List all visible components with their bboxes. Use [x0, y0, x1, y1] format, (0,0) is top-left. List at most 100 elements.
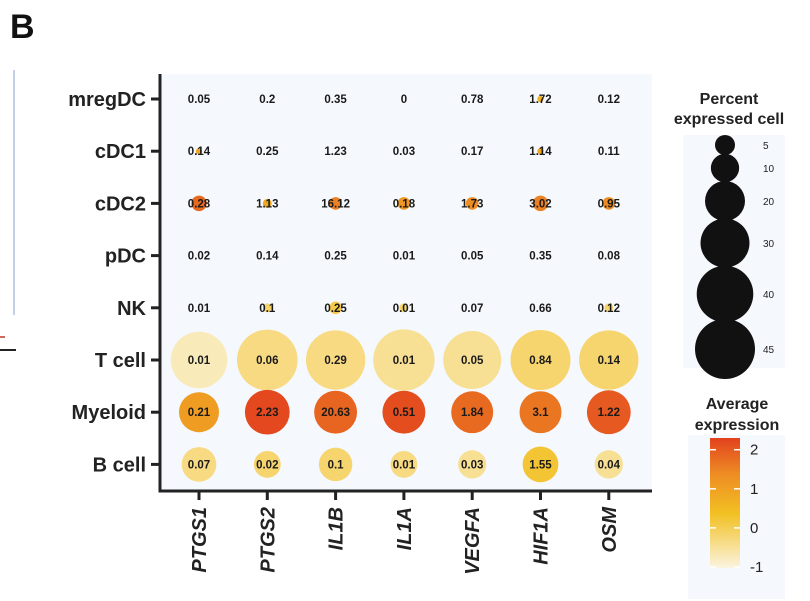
value-label: 0.02 [188, 251, 210, 263]
color-legend-label: -1 [750, 559, 763, 576]
size-legend-title: Percent [700, 91, 759, 108]
value-label: 0.07 [188, 459, 210, 471]
value-label: 0.14 [598, 355, 621, 367]
value-label-layer: 0.05 0.2 0.35 0 0.78 1.72 0.12 0.14 0.25 1.23 0.03… [188, 94, 621, 471]
value-label: 1.84 [461, 407, 484, 419]
value-label: 3.1 [533, 407, 550, 419]
value-label: 0.11 [598, 146, 620, 158]
value-label: 0.84 [529, 355, 552, 367]
value-label: 0.14 [188, 146, 211, 158]
color-legend-label: 0 [750, 520, 758, 537]
value-label: 0.28 [188, 198, 211, 210]
value-label: 0.05 [461, 251, 484, 263]
value-label: 0.01 [393, 459, 416, 471]
value-label: 0.25 [324, 251, 347, 263]
size-legend-dot [695, 319, 755, 379]
size-legend-label: 30 [763, 239, 775, 250]
dot-cdc2-il1b [329, 197, 342, 210]
value-label: 3.02 [529, 198, 551, 210]
value-label: 0.12 [598, 303, 620, 315]
dot-myeloid-ptgs2 [244, 389, 290, 435]
dot-t-cell-il1a [373, 329, 435, 391]
dot-myeloid-osm [586, 390, 631, 435]
dot-cdc2-ptgs1 [191, 195, 207, 212]
dot-t-cell-ptgs1 [170, 331, 228, 389]
size-legend-dot [696, 265, 754, 323]
value-label: 0.01 [393, 251, 416, 263]
color-legend-bar [710, 438, 740, 568]
value-label: 0.03 [461, 459, 483, 471]
dot-t-cell-vegfa [443, 331, 502, 389]
dot-t-cell-hif1a [510, 330, 571, 390]
value-label: 0.18 [393, 198, 416, 210]
value-label: 20.63 [321, 407, 350, 419]
value-label: 0.01 [188, 355, 211, 367]
value-label: 0.21 [188, 407, 211, 419]
value-label: 16.12 [321, 198, 350, 210]
value-label: 0.78 [461, 94, 484, 106]
size-legend-label: 40 [763, 290, 775, 301]
dot-b-cell-il1b [318, 447, 353, 482]
value-label: 0.08 [598, 251, 621, 263]
dot-b-cell-hif1a [522, 446, 559, 483]
dot-t-cell-osm [579, 330, 639, 390]
y-tick-label: mregDC [68, 89, 146, 111]
y-tick-label: B cell [93, 454, 146, 476]
size-legend-dot [715, 135, 735, 155]
dot-b-cell-vegfa [458, 450, 487, 479]
dot-b-cell-ptgs2 [253, 450, 281, 478]
color-legend-title: expression [695, 417, 779, 434]
value-label: 1.72 [529, 94, 551, 106]
dot-b-cell-il1a [390, 450, 418, 478]
value-label: 0.35 [324, 94, 347, 106]
size-legend-dot [710, 153, 740, 183]
value-label: 1.73 [461, 198, 483, 210]
size-legend-label: 5 [763, 141, 769, 152]
dot-myeloid-hif1a [519, 391, 562, 434]
value-label: 0 [401, 94, 407, 106]
size-legend-label: 20 [763, 197, 775, 208]
value-label: 0.51 [393, 407, 416, 419]
dot-b-cell-ptgs1 [181, 447, 217, 482]
axes [151, 74, 652, 500]
value-label: 0.05 [188, 94, 211, 106]
value-label: 0.1 [259, 303, 276, 315]
value-label: 1.55 [529, 459, 552, 471]
y-tick-label: T cell [95, 350, 146, 372]
value-label: 0.04 [598, 459, 621, 471]
x-tick-label: PTGS1 [189, 507, 211, 573]
x-tick-label: PTGS2 [257, 507, 279, 573]
color-legend-label: 2 [750, 442, 758, 459]
dot-myeloid-il1b [314, 390, 358, 434]
dot-b-cell-osm [594, 450, 623, 479]
dot-myeloid-vegfa [451, 391, 494, 434]
color-legend-label: 1 [750, 481, 758, 498]
dot-nk-ptgs2 [262, 303, 272, 313]
value-label: 1.13 [256, 198, 278, 210]
value-label: 0.01 [393, 303, 416, 315]
dot-myeloid-il1a [382, 390, 426, 434]
value-label: 0.35 [529, 251, 552, 263]
dot-cdc2-hif1a [532, 195, 549, 212]
size-legend: Percent expressed cell 5 10 20 30 40 45 [674, 91, 784, 379]
dot-myeloid-ptgs1 [179, 392, 219, 433]
value-label: 0.01 [188, 303, 211, 315]
dot-cdc2-ptgs2 [262, 198, 272, 208]
value-label: 0.25 [324, 303, 347, 315]
value-label: 1.14 [529, 146, 552, 158]
value-label: 0.03 [393, 146, 415, 158]
size-legend-dot [700, 218, 750, 268]
x-tick-label: IL1B [326, 507, 348, 550]
dot-cdc1-ptgs1 [195, 148, 203, 155]
value-label: 0.1 [328, 459, 345, 471]
dot-nk-il1a [399, 303, 409, 313]
x-tick-label: IL1A [394, 507, 416, 550]
dot-mregdc-hif1a [537, 95, 544, 103]
size-legend-title: expressed cell [674, 111, 784, 128]
y-axis-labels: mregDC cDC1 cDC2 pDC NK T cell Myeloid B cell [68, 89, 146, 476]
size-legend-label: 45 [763, 345, 775, 356]
x-tick-label: HIF1A [531, 507, 553, 565]
color-legend: Average expression 2 1 0 -1 [695, 396, 779, 576]
value-label: 0.14 [256, 251, 279, 263]
